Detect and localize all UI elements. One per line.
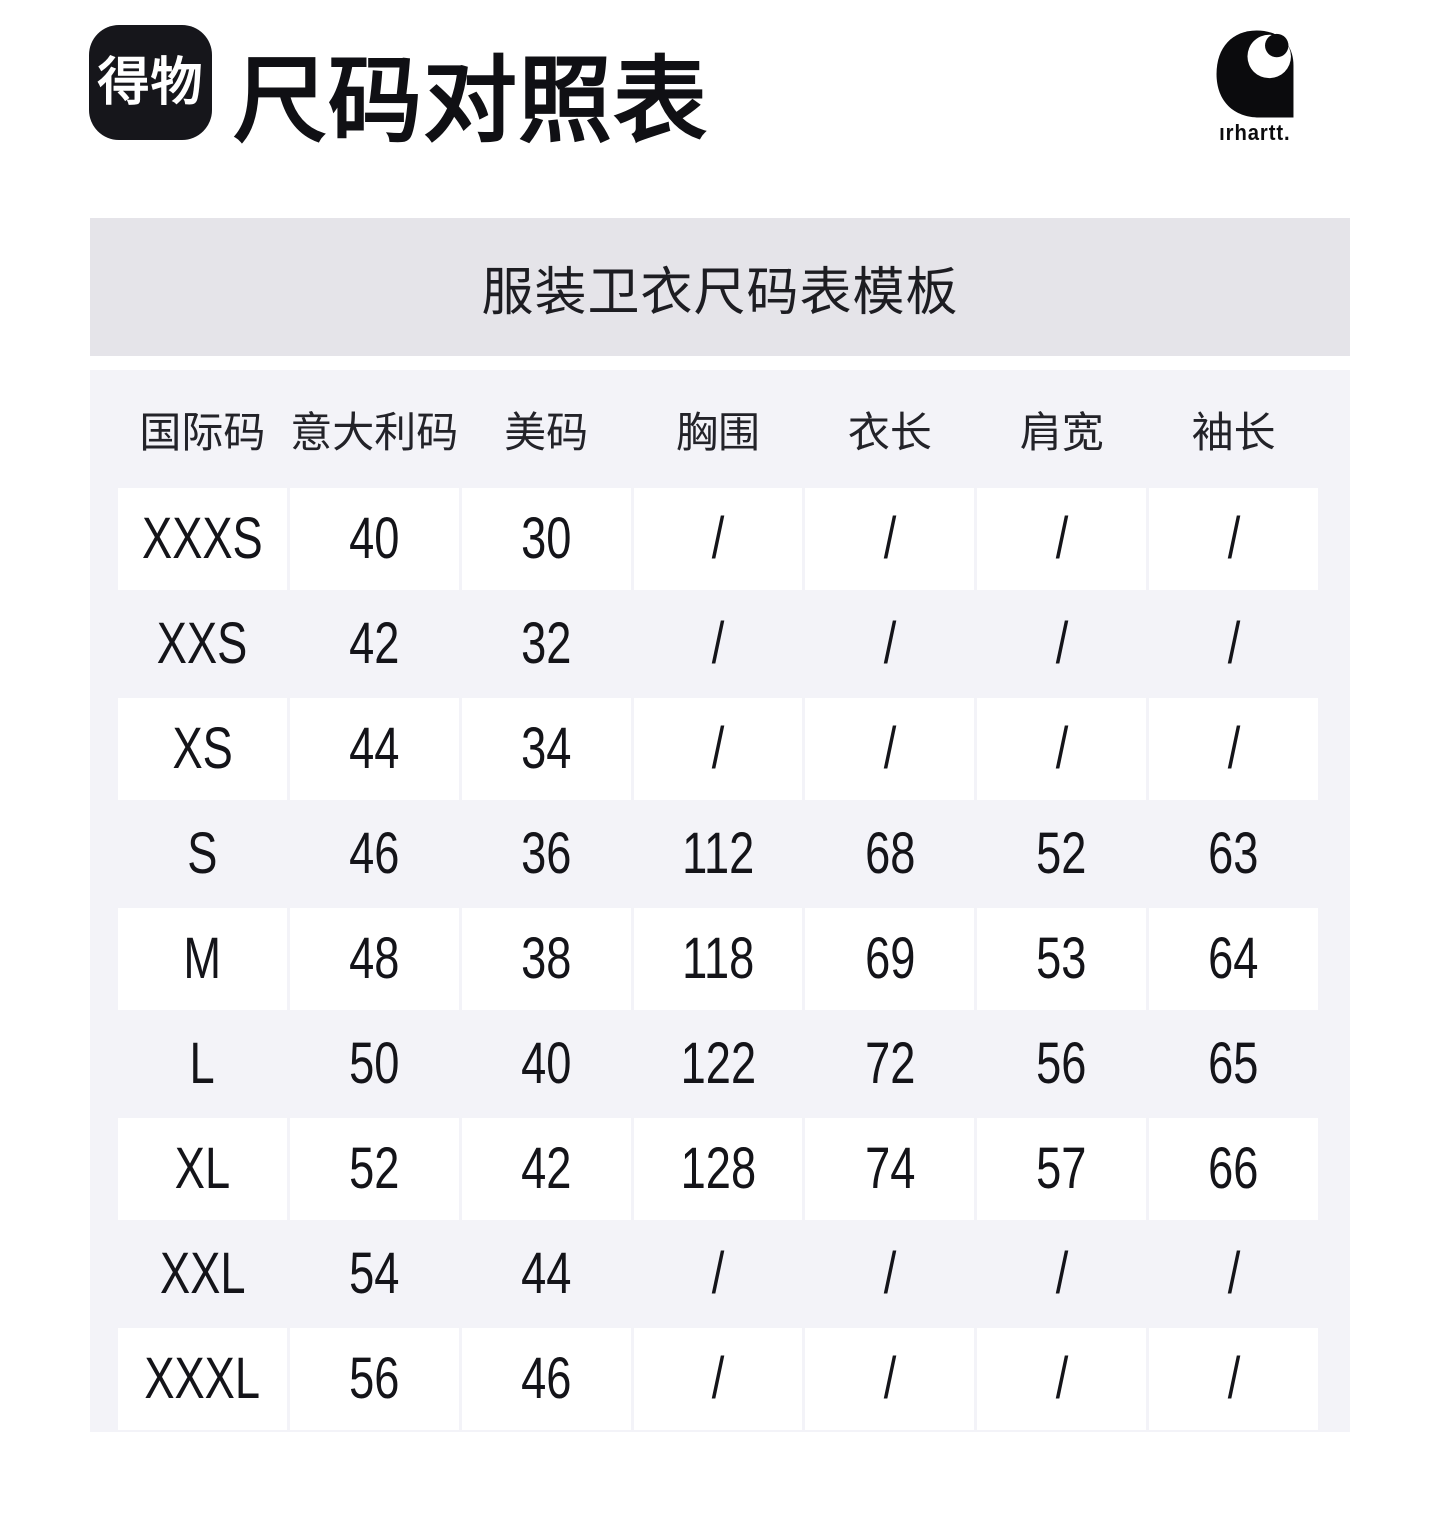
table-cell: 48 bbox=[289, 908, 459, 1010]
table-cell: 52 bbox=[1036, 821, 1087, 886]
table-row-xxs: XXS 42 32 / / / / bbox=[118, 593, 1318, 695]
table-row-xxxs: XXXS 40 30 / / / / bbox=[118, 488, 1318, 590]
table-cell: 63 bbox=[1208, 821, 1259, 886]
table-cell: / bbox=[805, 1328, 975, 1430]
table-cell: / bbox=[1227, 1241, 1240, 1306]
table-cell: 46 bbox=[461, 1328, 631, 1430]
table-cell: 65 bbox=[1208, 1031, 1259, 1096]
table-cell: 38 bbox=[461, 908, 631, 1010]
table-cell: / bbox=[977, 488, 1147, 590]
table-cell: 42 bbox=[461, 1118, 631, 1220]
table-row-xxxl: XXXL 56 46 / / / / bbox=[118, 1328, 1318, 1430]
table-row-m: M 48 38 118 69 53 64 bbox=[118, 908, 1318, 1010]
table-row-l: L 50 40 122 72 56 65 bbox=[118, 1013, 1318, 1115]
table-cell: / bbox=[805, 488, 975, 590]
table-cell: / bbox=[633, 488, 803, 590]
size-table: 国际码 意大利码 美码 胸围 衣长 肩宽 袖长 XXXS 40 30 / / /… bbox=[90, 370, 1350, 1432]
table-cell: 54 bbox=[349, 1241, 400, 1306]
page-title: 尺码对照表 bbox=[233, 48, 709, 153]
table-cell: 52 bbox=[289, 1118, 459, 1220]
table-cell: 30 bbox=[461, 488, 631, 590]
table-cell: 68 bbox=[864, 821, 916, 886]
table-cell: / bbox=[633, 1328, 803, 1430]
table-cell: XS bbox=[118, 698, 287, 800]
column-header-shoulder: 肩宽 bbox=[1019, 408, 1104, 456]
table-cell: 56 bbox=[1036, 1031, 1087, 1096]
table-cell: 112 bbox=[681, 821, 755, 886]
table-cell: / bbox=[977, 1328, 1147, 1430]
table-cell: 44 bbox=[289, 698, 459, 800]
table-cell: XXS bbox=[157, 611, 248, 676]
table-row-xs: XS 44 34 / / / / bbox=[118, 698, 1318, 800]
table-cell: / bbox=[883, 611, 897, 676]
table-cell: / bbox=[1227, 611, 1240, 676]
column-header-length: 衣长 bbox=[847, 408, 932, 456]
table-cell: 42 bbox=[349, 611, 400, 676]
table-cell: 34 bbox=[461, 698, 631, 800]
table-cell: 57 bbox=[977, 1118, 1147, 1220]
table-cell: 74 bbox=[805, 1118, 975, 1220]
table-cell: / bbox=[805, 698, 975, 800]
table-cell: 118 bbox=[633, 908, 803, 1010]
table-cell: / bbox=[883, 1241, 897, 1306]
table-cell: 40 bbox=[520, 1031, 572, 1096]
carhartt-logo-text: ırhartt. bbox=[1219, 120, 1291, 145]
table-cell: 122 bbox=[680, 1031, 756, 1096]
table-cell: / bbox=[1149, 488, 1318, 590]
table-row-xl: XL 52 42 128 74 57 66 bbox=[118, 1118, 1318, 1220]
table-row-xxl: XXL 54 44 / / / / bbox=[118, 1223, 1318, 1325]
dewu-logo: 得物 bbox=[89, 25, 212, 140]
table-cell: / bbox=[633, 698, 803, 800]
table-cell: 72 bbox=[864, 1031, 916, 1096]
dewu-logo-text: 得物 bbox=[97, 53, 204, 112]
column-header-italy: 意大利码 bbox=[290, 408, 459, 456]
table-cell: / bbox=[1055, 1241, 1068, 1306]
table-cell: 53 bbox=[977, 908, 1147, 1010]
table-cell: 32 bbox=[520, 611, 572, 676]
table-cell: / bbox=[1055, 611, 1068, 676]
table-title: 服装卫衣尺码表模板 bbox=[481, 263, 959, 322]
table-cell: XL bbox=[118, 1118, 287, 1220]
table-cell: / bbox=[1149, 1328, 1318, 1430]
table-cell: / bbox=[711, 1241, 725, 1306]
table-cell: / bbox=[977, 698, 1147, 800]
table-cell: / bbox=[1149, 698, 1318, 800]
table-cell: L bbox=[189, 1031, 215, 1096]
carhartt-logo: ırhartt. bbox=[1205, 28, 1305, 144]
table-cell: 69 bbox=[805, 908, 975, 1010]
table-row-s: S 46 36 112 68 52 63 bbox=[118, 803, 1318, 905]
column-header-us: 美码 bbox=[504, 408, 589, 456]
column-header-intl: 国际码 bbox=[139, 408, 266, 456]
table-cell: 64 bbox=[1149, 908, 1318, 1010]
table-cell: 50 bbox=[349, 1031, 400, 1096]
table-cell: 40 bbox=[289, 488, 459, 590]
table-cell: XXXS bbox=[118, 488, 287, 590]
table-title-banner: 服装卫衣尺码表模板 bbox=[90, 218, 1350, 356]
table-cell: 36 bbox=[520, 821, 572, 886]
table-cell: 66 bbox=[1149, 1118, 1318, 1220]
table-cell: 56 bbox=[289, 1328, 459, 1430]
table-header-row: 国际码 意大利码 美码 胸围 衣长 肩宽 袖长 bbox=[118, 370, 1318, 488]
table-cell: XXL bbox=[159, 1241, 246, 1306]
column-header-chest: 胸围 bbox=[675, 408, 760, 456]
table-cell: M bbox=[118, 908, 287, 1010]
column-header-sleeve: 袖长 bbox=[1191, 408, 1276, 456]
table-cell: 44 bbox=[520, 1241, 572, 1306]
table-cell: / bbox=[711, 611, 725, 676]
table-cell: XXXL bbox=[118, 1328, 287, 1430]
carhartt-c-icon bbox=[1216, 30, 1294, 118]
table-cell: 128 bbox=[633, 1118, 803, 1220]
table-cell: 46 bbox=[349, 821, 400, 886]
table-cell: S bbox=[187, 821, 218, 886]
